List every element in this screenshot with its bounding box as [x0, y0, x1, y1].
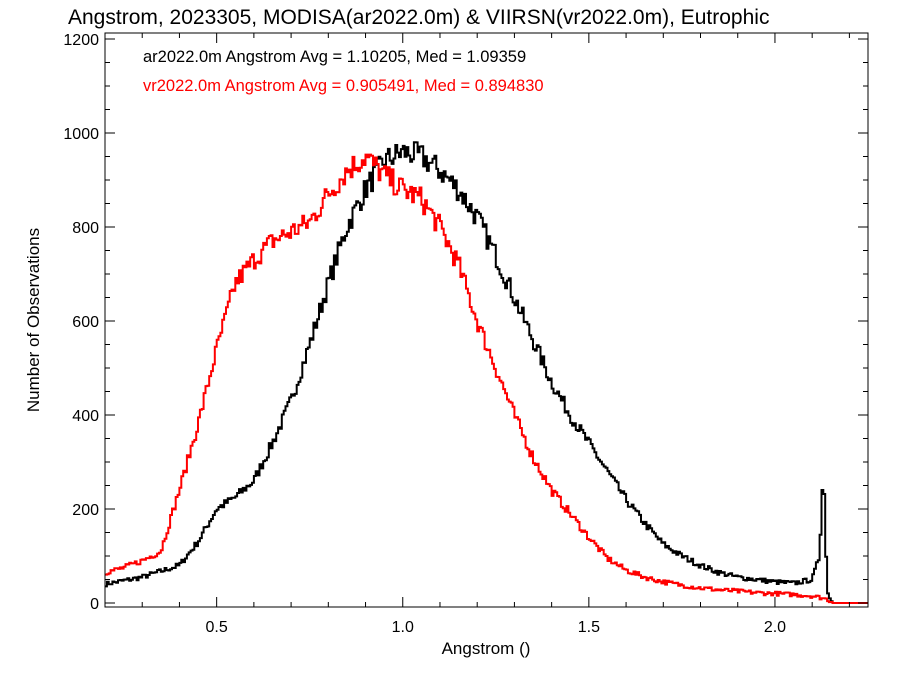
series-modisa-histogram [105, 141, 868, 604]
series-viirsn-histogram [105, 153, 868, 604]
y-axis-label: Number of Observations [24, 228, 43, 412]
chart-title: Angstrom, 2023305, MODISA(ar2022.0m) & V… [68, 6, 769, 29]
legend-entry-modisa: ar2022.0m Angstrom Avg = 1.10205, Med = … [143, 48, 526, 66]
y-tick-label: 1200 [63, 32, 99, 49]
x-tick-label: 1.5 [578, 619, 600, 636]
y-tick-label: 800 [72, 220, 99, 237]
y-tick-label: 400 [72, 408, 99, 425]
x-tick-label: 2.0 [764, 619, 786, 636]
plot-frame [104, 32, 869, 608]
x-tick-label: 1.0 [392, 619, 414, 636]
legend-entry-viirsn: vr2022.0m Angstrom Avg = 0.905491, Med =… [143, 77, 544, 95]
x-tick-label: 0.5 [206, 619, 228, 636]
y-tick-label: 200 [72, 502, 99, 519]
x-axis-label: Angstrom () [442, 639, 531, 658]
y-tick-label: 1000 [63, 126, 99, 143]
y-tick-label: 600 [72, 314, 99, 331]
y-tick-label: 0 [90, 596, 99, 613]
series-layer [105, 141, 868, 604]
ticks-layer: 0.5 1.0 1.5 2.0 0 200 400 600 800 1000 1200 [63, 32, 868, 636]
